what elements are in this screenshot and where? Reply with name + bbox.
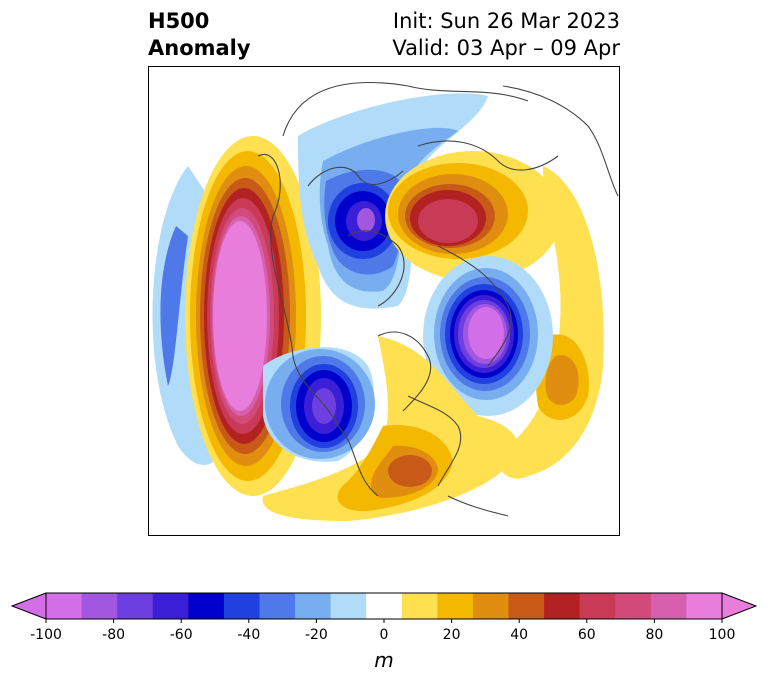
anomaly-contours <box>152 93 604 521</box>
colorbar-swatch <box>188 593 225 619</box>
colorbar-swatch <box>330 593 367 619</box>
colorbar-swatch <box>81 593 118 619</box>
coastlines <box>257 81 619 517</box>
colorbar-tick-label: 60 <box>577 627 596 643</box>
anomaly-map <box>148 66 620 536</box>
colorbar-swatch <box>295 593 332 619</box>
colorbar-swatch <box>437 593 474 619</box>
colorbar-tick-label: 40 <box>510 627 529 643</box>
colorbar-tick-label: -20 <box>304 627 328 643</box>
valid-range: Valid: 03 Apr – 09 Apr <box>392 36 620 60</box>
colorbar <box>10 592 758 623</box>
map-border <box>148 66 620 536</box>
colorbar-swatch <box>472 593 510 619</box>
colorbar-swatch <box>259 593 296 619</box>
colorbar-tick-label: -60 <box>169 627 193 643</box>
colorbar-swatch <box>46 593 83 619</box>
colorbar-swatch <box>686 593 723 619</box>
colorbar-swatch <box>544 593 581 619</box>
title-variable: H500 <box>148 9 210 33</box>
colorbar-swatch <box>401 593 438 619</box>
colorbar-arrow-min <box>10 592 47 620</box>
colorbar-tick-label: -100 <box>30 627 62 643</box>
colorbar-tick-label: -80 <box>102 627 126 643</box>
title-block-right: Init: Sun 26 Mar 2023 Valid: 03 Apr – 09… <box>392 8 620 62</box>
colorbar-tick-label: 80 <box>645 627 664 643</box>
colorbar-swatch <box>615 593 652 619</box>
colorbar-swatch <box>650 593 687 619</box>
colorbar-tick-label: 0 <box>379 627 389 643</box>
colorbar-swatch <box>117 593 154 619</box>
colorbar-units: m <box>374 648 394 672</box>
colorbar-tick-label: 20 <box>442 627 461 643</box>
init-date: Init: Sun 26 Mar 2023 <box>392 9 620 33</box>
colorbar-tick-label: -40 <box>237 627 261 643</box>
colorbar-swatch <box>152 593 189 619</box>
colorbar-swatch <box>366 593 403 619</box>
colorbar-swatch <box>579 593 616 619</box>
title-type: Anomaly <box>148 36 251 60</box>
colorbar-swatch <box>508 593 545 619</box>
colorbar-swatch <box>223 593 260 619</box>
title-block-left: H500 Anomaly <box>148 8 251 62</box>
colorbar-arrow-max <box>721 592 758 620</box>
colorbar-tick-label: 100 <box>708 627 736 643</box>
